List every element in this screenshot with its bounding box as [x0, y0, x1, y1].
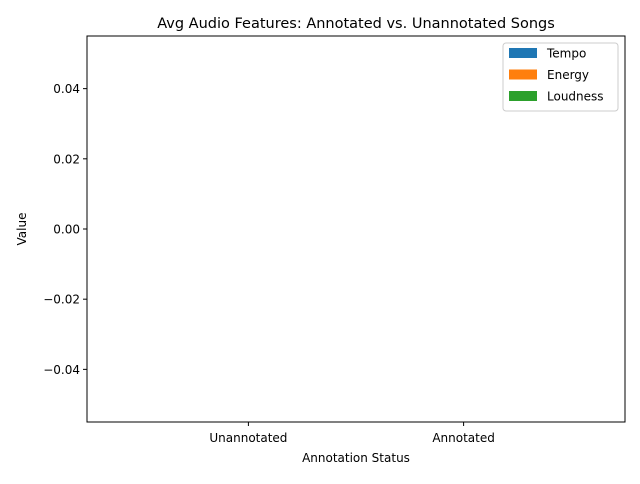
y-axis-label: Value — [15, 213, 29, 246]
legend-label: Tempo — [546, 47, 586, 61]
legend-label: Loudness — [547, 90, 604, 104]
legend-swatch — [509, 69, 537, 80]
legend-items: Tempo Energy Loudness — [509, 47, 604, 104]
x-tick-label: Unannotated — [209, 431, 287, 445]
chart-title: Avg Audio Features: Annotated vs. Unanno… — [157, 16, 555, 32]
y-tick-label: 0.00 — [53, 223, 80, 237]
legend-swatch — [509, 48, 537, 58]
y-axis-ticks: 0.04 0.02 0.00 −0.02 −0.04 — [43, 82, 87, 377]
y-tick-label: 0.04 — [53, 82, 80, 96]
y-tick-label: 0.02 — [53, 152, 80, 166]
x-axis-ticks: Unannotated Annotated — [209, 422, 495, 445]
y-tick-label: −0.02 — [43, 293, 80, 307]
legend: Tempo Energy Loudness — [502, 42, 619, 112]
legend-label: Energy — [547, 68, 589, 82]
x-axis-label: Annotation Status — [302, 451, 410, 465]
x-tick-label: Annotated — [432, 431, 495, 445]
legend-swatch — [509, 91, 537, 101]
y-tick-label: −0.04 — [43, 363, 80, 377]
